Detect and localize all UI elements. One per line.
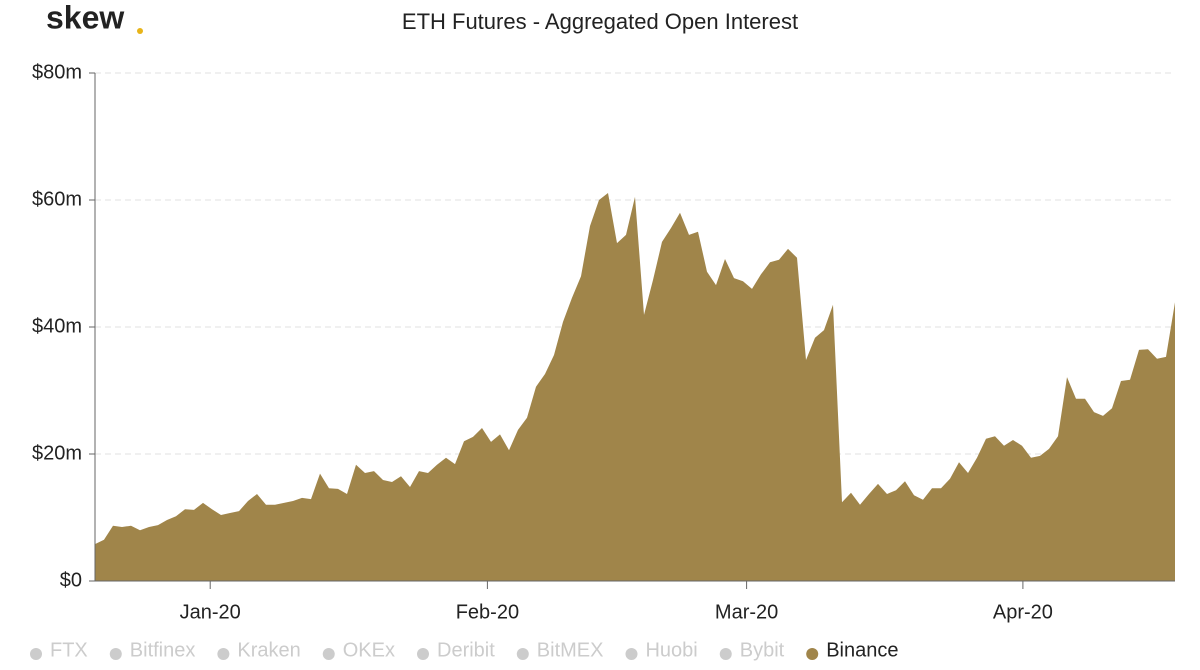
legend-marker (719, 648, 732, 660)
legend-marker (109, 648, 122, 660)
legend-label: Bybit (740, 639, 785, 661)
legend-label: OKEx (343, 639, 395, 661)
legend-marker (625, 648, 638, 660)
logo-dot (137, 28, 143, 34)
x-tick-label: Jan-20 (180, 601, 241, 623)
legend-marker (516, 648, 529, 660)
legend-label: Kraken (237, 639, 300, 661)
y-tick-label: $40m (32, 315, 82, 337)
legend-label: Deribit (437, 639, 495, 661)
y-tick-label: $80m (32, 61, 82, 83)
legend-marker (30, 648, 42, 660)
legend-label: Huobi (645, 639, 697, 661)
legend-label: Bitfinex (130, 639, 196, 661)
y-tick-label: $20m (32, 442, 82, 464)
y-tick-label: $60m (32, 188, 82, 210)
legend-label: BitMEX (537, 639, 604, 661)
legend-marker (417, 648, 429, 660)
legend-label: Binance (826, 639, 898, 661)
legend-marker (806, 648, 819, 660)
x-tick-label: Feb-20 (456, 601, 519, 623)
legend-marker (322, 648, 335, 660)
logo: skew (46, 0, 124, 35)
x-tick-label: Mar-20 (715, 601, 778, 623)
y-tick-label: $0 (60, 569, 82, 591)
x-tick-label: Apr-20 (993, 601, 1053, 623)
legend-marker (217, 648, 230, 660)
chart-title: ETH Futures - Aggregated Open Interest (402, 9, 798, 34)
area (95, 193, 1175, 581)
legend-label: FTX (50, 639, 88, 661)
